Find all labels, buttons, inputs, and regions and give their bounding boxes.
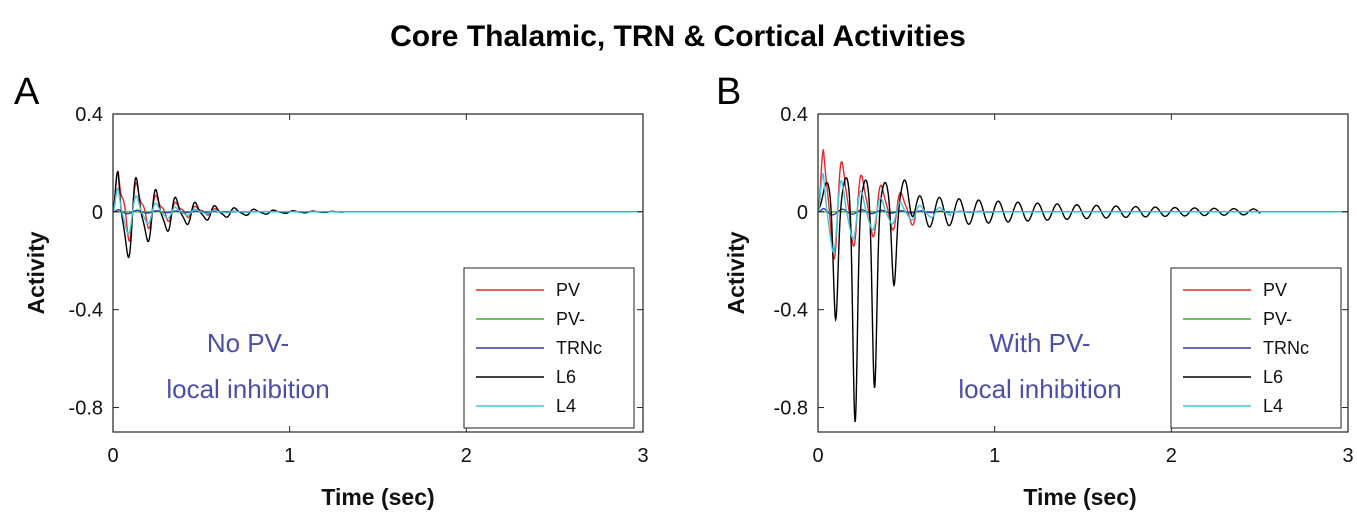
y-tick-label: 0 (92, 202, 103, 224)
legend: PV PV- TRNc L6 L4 (1170, 267, 1342, 429)
x-tick-label: 1 (284, 445, 295, 467)
legend-label: L6 (556, 367, 576, 387)
x-tick-label: 3 (1342, 445, 1353, 467)
legend-label: PV- (556, 309, 585, 329)
series-lines (113, 170, 643, 259)
y-tick-label: -0.4 (774, 300, 808, 322)
annotation-line-2: local inhibition (958, 374, 1121, 404)
x-axis-label: Time (sec) (321, 484, 434, 510)
annotation-line-2: local inhibition (166, 374, 329, 404)
y-tick-label: -0.8 (69, 398, 103, 420)
legend-label: L6 (1263, 367, 1283, 387)
plot-area: 0 1 2 3 0.4 0 -0.4 -0.8 PV PV- TRNc L6 L4 (69, 104, 649, 467)
x-tick-label: 2 (461, 445, 472, 467)
plot-area: 0 1 2 3 0.4 0 -0.4 -0.8 PV PV- TRNc L6 L4 (774, 104, 1354, 467)
axes-frame (817, 113, 1349, 433)
x-tick-label: 0 (812, 445, 823, 467)
y-tick-label: 0 (797, 202, 808, 224)
x-tick-label: 0 (107, 445, 118, 467)
annotation-line-1: With PV- (989, 328, 1090, 358)
y-tick-label: 0.4 (780, 104, 808, 126)
panel-letter: A (14, 71, 40, 113)
x-tick-label: 3 (637, 445, 648, 467)
legend-label: L4 (1263, 396, 1283, 416)
series-line-l4 (113, 187, 643, 235)
y-axis-label: Activity (23, 231, 49, 314)
y-axis-label: Activity (723, 231, 749, 314)
legend-label: L4 (556, 396, 576, 416)
axes-frame (112, 113, 644, 433)
x-tick-label: 1 (989, 445, 1000, 467)
annotation-line-1: No PV- (207, 328, 289, 358)
legend-label: PV (1263, 280, 1287, 300)
legend-label: PV- (1263, 309, 1292, 329)
y-tick-label: -0.4 (69, 300, 103, 322)
series-line-l6 (818, 176, 1348, 423)
x-tick-label: 2 (1166, 445, 1177, 467)
series-lines (818, 149, 1348, 423)
y-tick-label: 0.4 (75, 104, 103, 126)
panel-letter: B (716, 71, 741, 113)
y-tick-label: -0.8 (774, 398, 808, 420)
legend-label: TRNc (556, 338, 602, 358)
series-line-l4 (818, 172, 1348, 253)
legend-label: TRNc (1263, 338, 1309, 358)
panel-a: A Activity Time (sec) 0 1 2 3 0.4 0 -0.4 -0.8 PV… (14, 71, 649, 510)
legend: PV PV- TRNc L6 L4 (463, 267, 635, 429)
panel-b: B Activity Time (sec) 0 1 2 3 0.4 0 -0.4 -0.8 PV… (716, 71, 1354, 510)
legend-label: PV (556, 280, 580, 300)
figure-title: Core Thalamic, TRN & Cortical Activities (390, 20, 966, 53)
x-axis-label: Time (sec) (1023, 484, 1136, 510)
